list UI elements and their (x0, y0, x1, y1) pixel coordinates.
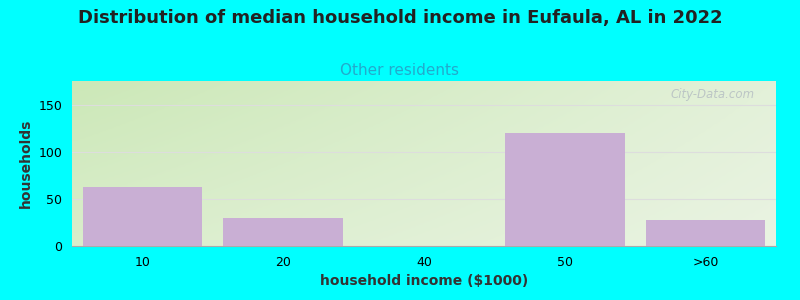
Text: Other residents: Other residents (341, 63, 459, 78)
Text: City-Data.com: City-Data.com (670, 88, 755, 100)
Bar (223, 218, 343, 246)
Bar (82, 187, 202, 246)
Y-axis label: households: households (19, 119, 33, 208)
Bar (505, 133, 625, 246)
X-axis label: household income ($1000): household income ($1000) (320, 274, 528, 288)
Bar (646, 220, 766, 246)
Text: Distribution of median household income in Eufaula, AL in 2022: Distribution of median household income … (78, 9, 722, 27)
